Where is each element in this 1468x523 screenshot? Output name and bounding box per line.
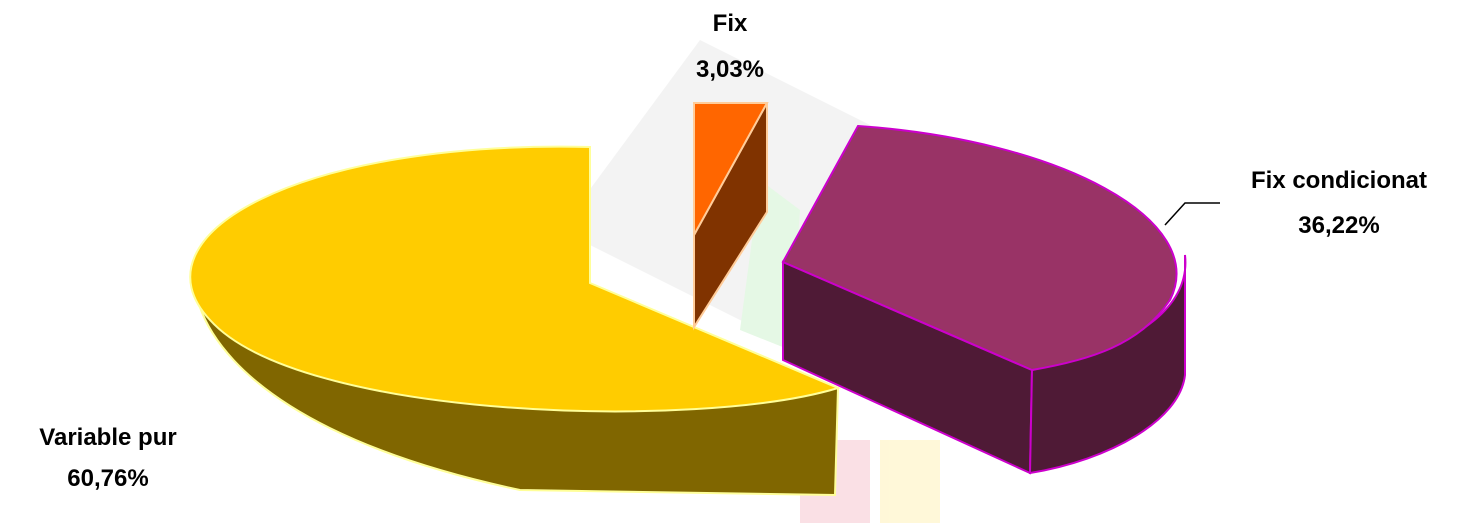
slice-variable-pur-top <box>189 145 841 413</box>
label-variable-pur-value: 60,76% <box>67 465 148 492</box>
label-fix-condicionat-name: Fix condicionat <box>1251 167 1427 194</box>
slice-fix-condicionat-top <box>781 124 1178 372</box>
label-fix-condicionat-value: 36,22% <box>1298 212 1379 239</box>
slice-fix-top <box>693 102 769 236</box>
label-fix-value: 3,03% <box>696 56 764 83</box>
leader-line-fix-condicionat <box>1164 202 1220 226</box>
label-variable-pur-name: Variable pur <box>39 424 176 451</box>
label-fix-name: Fix <box>713 10 748 37</box>
